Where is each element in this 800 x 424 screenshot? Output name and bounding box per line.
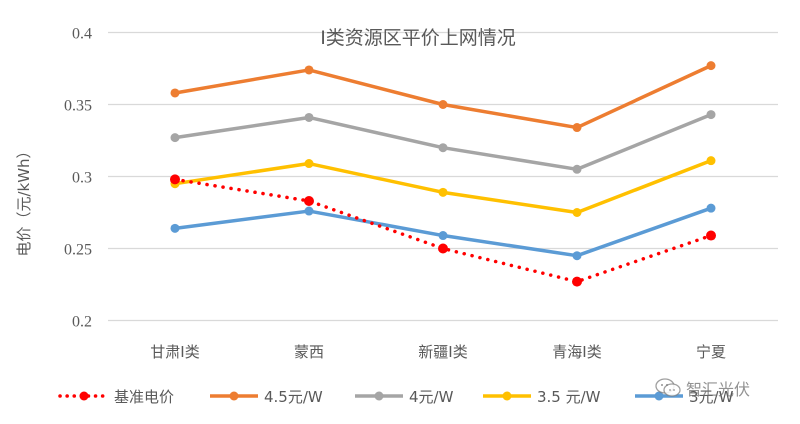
legend-marker: [229, 391, 239, 401]
data-point: [170, 133, 180, 143]
y-axis-ticks: 0.2 0.25 0.3 0.35 0.4: [64, 26, 92, 331]
series-1: [170, 61, 716, 133]
series-line: [174, 64, 712, 130]
legend-marker: [654, 391, 664, 401]
data-point: [170, 174, 180, 185]
data-point: [706, 110, 716, 120]
legend-item: 4元/W: [355, 388, 454, 406]
data-point: [706, 61, 716, 71]
y-tick-label: 0.35: [64, 98, 92, 115]
series-line: [173, 177, 713, 284]
data-point: [304, 65, 314, 75]
data-point: [304, 195, 314, 206]
y-tick-label: 0.2: [72, 314, 92, 331]
y-tick-label: 0.4: [72, 26, 92, 43]
x-axis-categories: 甘肃I类 蒙西 新疆I类 青海I类 宁夏: [150, 343, 726, 361]
legend-marker: [502, 391, 512, 401]
watermark-text: 智汇光伏: [686, 380, 751, 399]
data-point: [572, 276, 582, 287]
legend-label: 3元/W: [689, 388, 734, 406]
legend-label: 4元/W: [409, 388, 454, 406]
data-point: [706, 203, 716, 213]
legend-item: 基准电价: [58, 388, 174, 406]
x-category-label: 蒙西: [294, 343, 324, 361]
data-point: [304, 112, 314, 122]
data-point: [438, 100, 448, 109]
data-point: [170, 88, 180, 98]
data-point: [438, 243, 448, 254]
legend-marker: [79, 391, 89, 401]
data-point: [572, 123, 582, 133]
series-3: [170, 156, 716, 217]
wechat-icon: [655, 378, 681, 397]
legend-item: 3元/W: [635, 388, 734, 406]
data-point: [438, 231, 448, 241]
data-point: [706, 230, 716, 241]
data-point: [438, 187, 448, 197]
watermark: 智汇光伏: [654, 376, 750, 400]
series-4: [170, 203, 716, 261]
data-point: [572, 208, 582, 217]
legend-item: 3.5 元/W: [483, 388, 601, 406]
x-category-label: 甘肃I类: [150, 343, 199, 361]
series-line: [174, 112, 712, 172]
chart-title: I类资源区平价上网情况: [320, 27, 516, 49]
legend-label: 4.5元/W: [264, 388, 323, 406]
data-point: [706, 156, 716, 166]
y-tick-label: 0.3: [72, 170, 92, 187]
x-category-label: 青海I类: [552, 343, 601, 361]
legend-label: 基准电价: [114, 388, 174, 406]
gridlines: [108, 31, 778, 322]
data-point: [304, 159, 314, 169]
y-axis-label: 电价（元/kWh）: [15, 143, 33, 256]
legend: 基准电价 4.5元/W 4元/W 3.5 元/W 3元/W: [58, 388, 734, 406]
legend-label: 3.5 元/W: [537, 388, 601, 406]
series-group: [170, 61, 716, 287]
legend-marker: [374, 391, 384, 401]
y-tick-label: 0.25: [64, 242, 92, 259]
series-0: [170, 174, 716, 287]
series-line: [174, 159, 712, 215]
data-point: [304, 206, 314, 216]
x-category-label: 新疆I类: [418, 343, 467, 361]
data-point: [170, 223, 180, 233]
data-point: [572, 164, 582, 174]
series-2: [170, 110, 716, 174]
x-category-label: 宁夏: [696, 343, 726, 361]
data-point: [438, 143, 448, 153]
legend-item: 4.5元/W: [210, 388, 323, 406]
data-point: [572, 251, 582, 261]
